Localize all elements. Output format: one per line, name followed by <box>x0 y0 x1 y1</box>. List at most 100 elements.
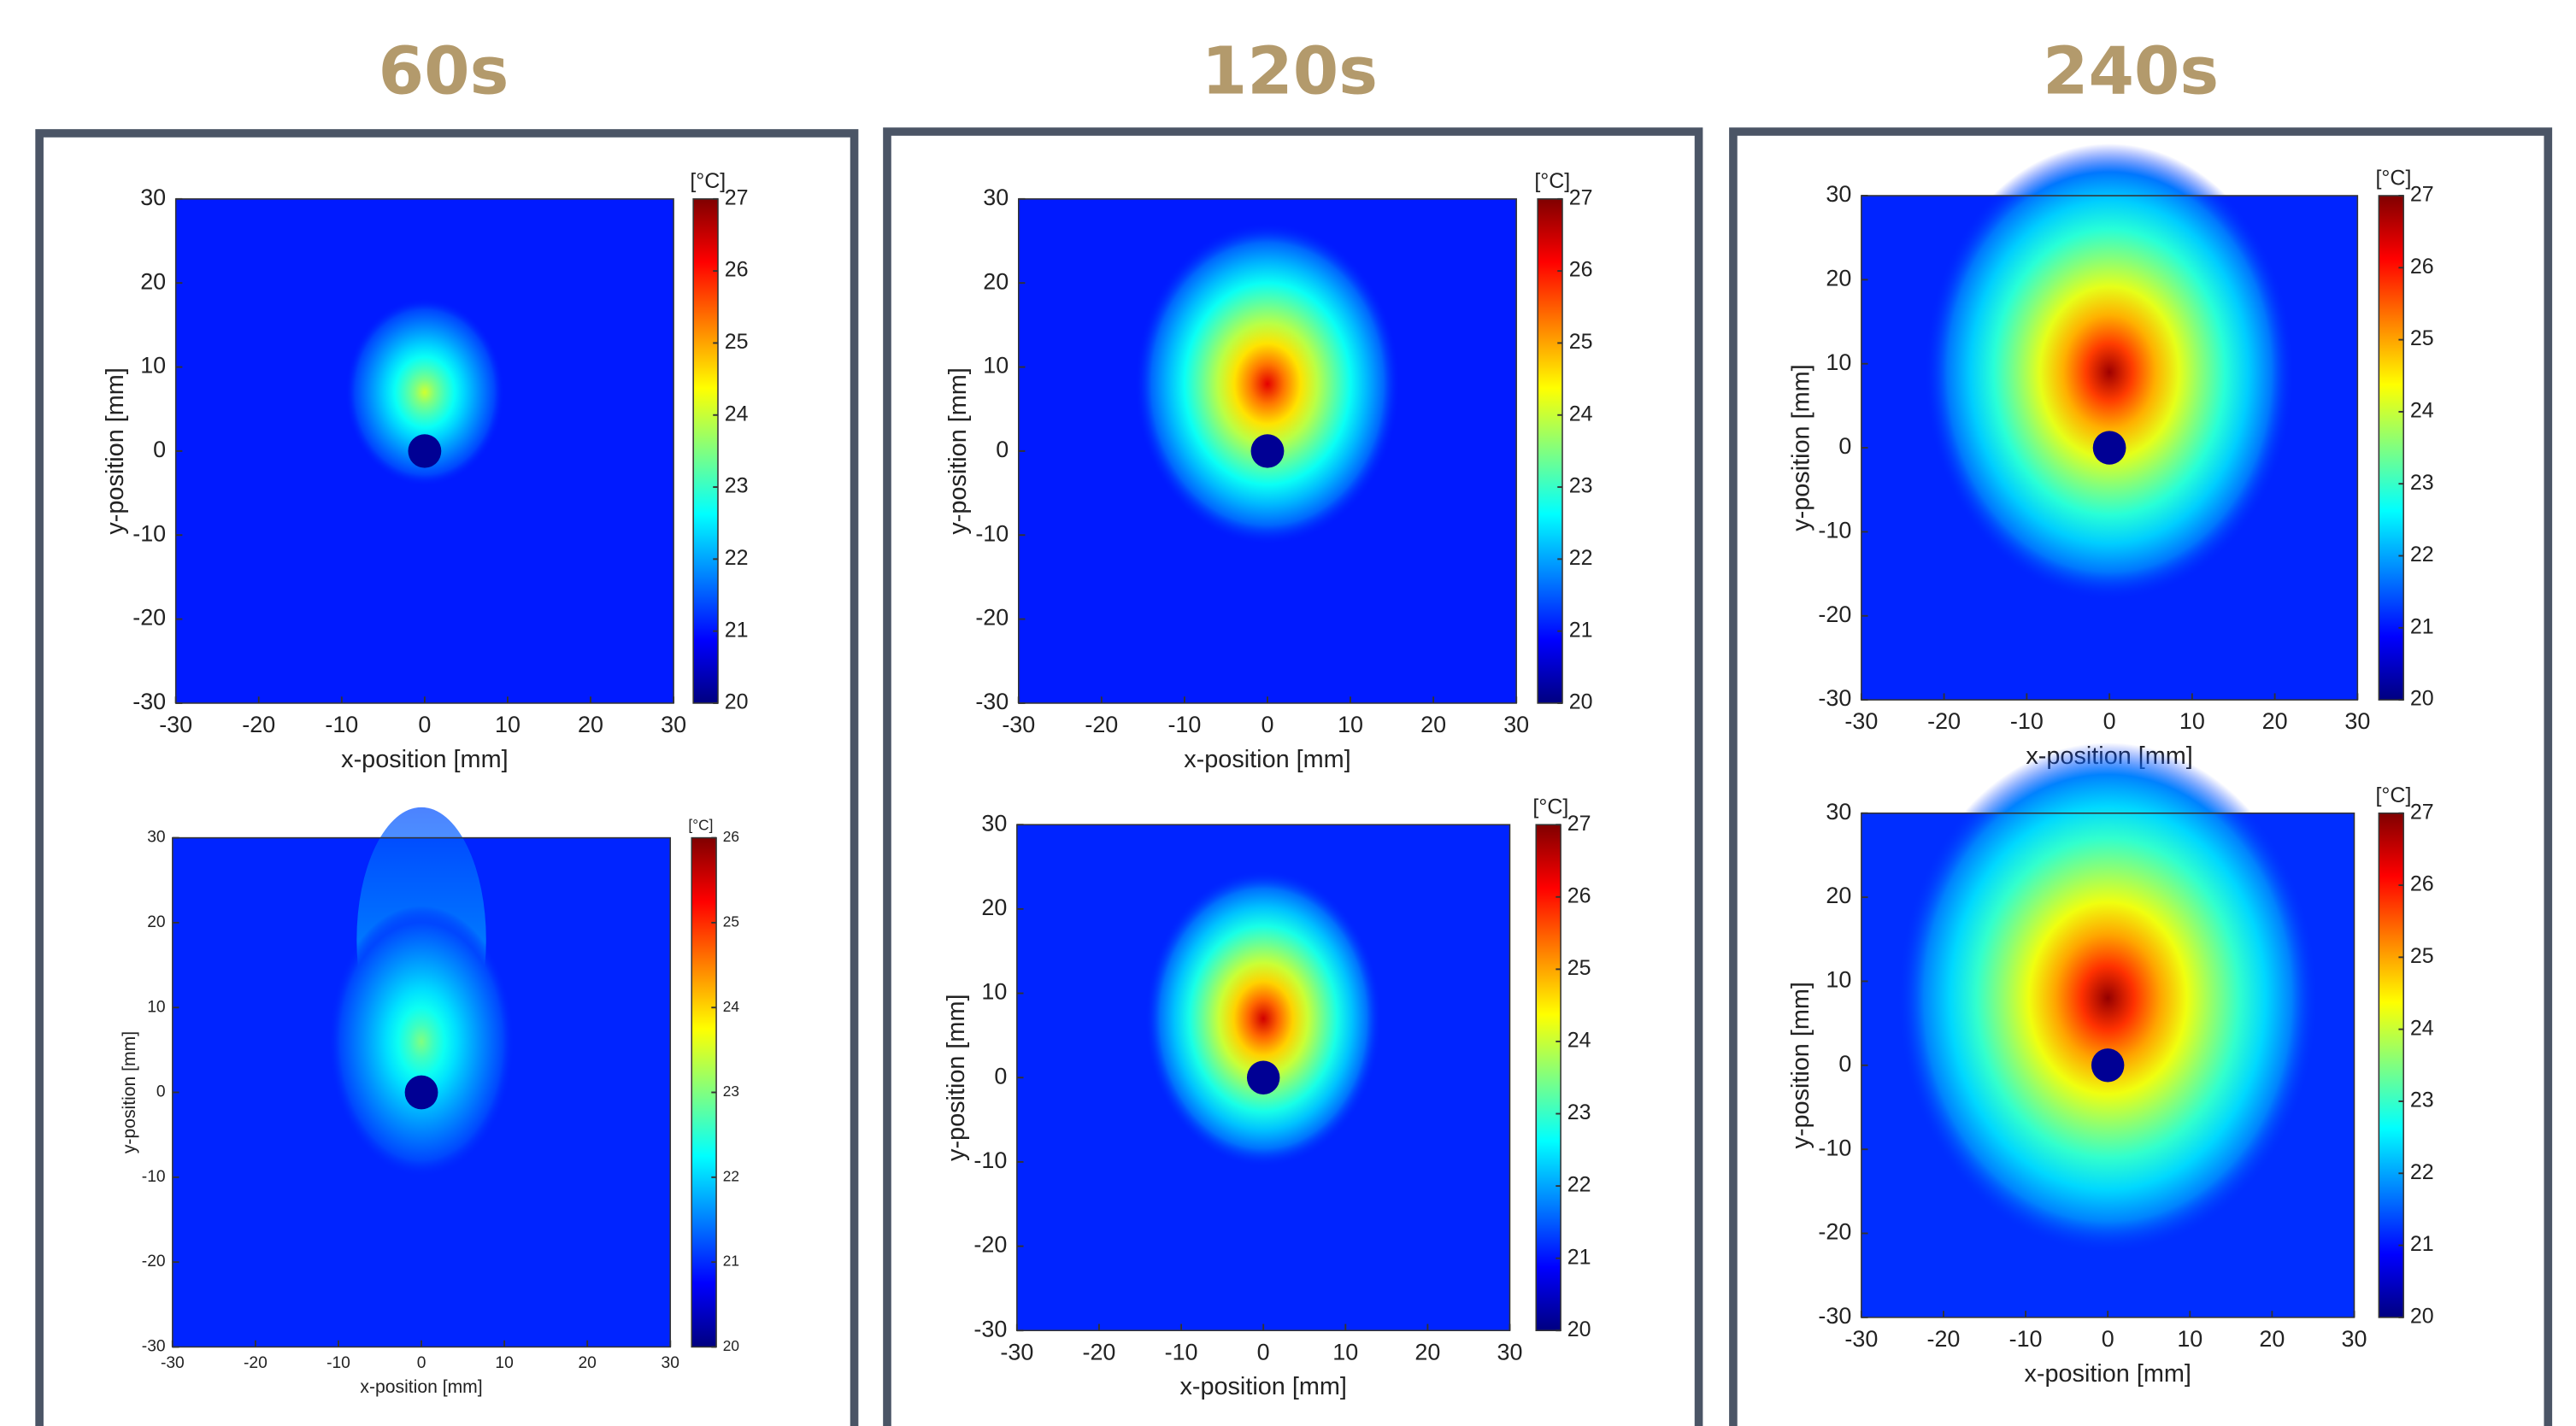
x-tick-label: 10 <box>1332 1339 1358 1364</box>
y-tick-label: 10 <box>1826 967 1851 993</box>
y-axis-label: y-position [mm] <box>944 367 972 534</box>
y-tick-label: 0 <box>153 437 166 462</box>
colorbar-label: [°C] <box>2375 166 2411 190</box>
x-tick-label: -30 <box>1844 1326 1878 1352</box>
panel-title: 240s <box>2043 34 2219 110</box>
colorbar-tick-label: 20 <box>2410 687 2434 711</box>
colorbar-tick-label: 21 <box>1569 618 1593 642</box>
x-tick-label: 10 <box>495 1354 513 1372</box>
panel-title: 60s <box>379 34 509 110</box>
colorbar <box>1537 198 1563 704</box>
cold-spot <box>2091 1048 2125 1083</box>
colorbar-tick-label: 21 <box>723 1253 739 1270</box>
colorbar-tick-label: 25 <box>1569 330 1593 354</box>
y-tick-label: 20 <box>140 268 166 294</box>
cold-spot <box>1246 1060 1280 1094</box>
y-tick-label: 20 <box>981 895 1007 920</box>
colorbar-tick-label: 25 <box>1567 956 1591 980</box>
y-tick-label: -10 <box>132 520 166 546</box>
y-axis-label: y-position [mm] <box>1787 364 1814 531</box>
colorbar-tick-label: 21 <box>1567 1245 1591 1269</box>
cold-spot <box>408 434 442 468</box>
x-tick-label: -30 <box>161 1354 185 1372</box>
y-tick-label: 0 <box>156 1083 166 1101</box>
colorbar-tick-label: 21 <box>2410 1232 2434 1256</box>
x-tick-label: 0 <box>417 1354 426 1372</box>
colorbar-tick-label: 22 <box>2410 1160 2434 1184</box>
panel-frame <box>883 127 1703 1426</box>
y-tick-label: 30 <box>147 829 165 847</box>
y-tick-label: 0 <box>1838 433 1851 459</box>
y-tick-label: -30 <box>973 1316 1007 1341</box>
panel-frame <box>35 129 859 1426</box>
x-tick-label: -20 <box>1927 708 1961 734</box>
colorbar-tick-label: 27 <box>725 185 749 209</box>
colorbar-label: [°C] <box>688 816 713 833</box>
x-tick-label: 20 <box>578 1354 596 1372</box>
x-tick-label: -20 <box>242 712 275 737</box>
colorbar-tick-label: 23 <box>2410 1089 2434 1112</box>
colorbar-tick-label: 23 <box>1567 1100 1591 1124</box>
colorbar-tick-label: 25 <box>2410 944 2434 968</box>
colorbar-tick-label: 25 <box>2410 326 2434 350</box>
x-tick-label: -30 <box>1002 712 1035 737</box>
cold-spot <box>2092 431 2126 465</box>
y-tick-label: -10 <box>1818 518 1851 543</box>
colorbar-label: [°C] <box>690 169 726 193</box>
colorbar-tick-label: 23 <box>1569 474 1593 498</box>
x-tick-label: -20 <box>1083 1339 1116 1364</box>
colorbar-tick-label: 22 <box>1567 1173 1591 1197</box>
x-tick-label: -10 <box>1167 712 1201 737</box>
heat-spot <box>1897 742 2319 1254</box>
colorbar-tick-label: 27 <box>2410 800 2434 824</box>
x-axis-label: x-position [mm] <box>2024 1360 2191 1388</box>
x-tick-label: 10 <box>2177 1326 2203 1352</box>
y-tick-label: 0 <box>996 437 1009 462</box>
colorbar-tick-label: 23 <box>725 474 749 498</box>
x-tick-label: 30 <box>1503 712 1529 737</box>
x-tick-label: 30 <box>2344 708 2370 734</box>
colorbar-tick-label: 20 <box>725 690 749 714</box>
colorbar-label: [°C] <box>1534 169 1570 193</box>
x-tick-label: 30 <box>1497 1339 1523 1364</box>
x-tick-label: 30 <box>661 712 686 737</box>
colorbar-tick-label: 22 <box>1569 546 1593 570</box>
y-tick-label: 30 <box>1826 799 1851 824</box>
x-tick-label: -10 <box>1165 1339 1198 1364</box>
heat-spot <box>344 297 505 487</box>
y-tick-label: -20 <box>973 1232 1007 1258</box>
panel-title: 120s <box>1202 34 1378 110</box>
colorbar-tick-label: 27 <box>1569 185 1593 209</box>
y-tick-label: 30 <box>981 810 1007 836</box>
y-tick-label: 10 <box>981 979 1007 1005</box>
heat-spot <box>1134 222 1401 546</box>
y-axis-label: y-position [mm] <box>120 1031 139 1153</box>
x-tick-label: -10 <box>2009 1326 2043 1352</box>
colorbar-tick-label: 22 <box>723 1167 739 1184</box>
colorbar-tick-label: 26 <box>723 828 739 845</box>
x-tick-label: -20 <box>244 1354 268 1372</box>
y-tick-label: 10 <box>1826 349 1851 375</box>
y-tick-label: -10 <box>1818 1135 1851 1160</box>
x-tick-label: -20 <box>1085 712 1118 737</box>
colorbar-tick-label: 27 <box>2410 183 2434 207</box>
y-tick-label: -10 <box>973 1147 1007 1173</box>
colorbar-tick-label: 26 <box>725 258 749 282</box>
colorbar-tick-label: 26 <box>1569 258 1593 282</box>
y-tick-label: 0 <box>994 1063 1007 1089</box>
y-tick-label: 10 <box>983 353 1009 379</box>
y-tick-label: 30 <box>1826 181 1851 207</box>
heat-spot <box>328 906 515 1177</box>
x-tick-label: -30 <box>159 712 192 737</box>
colorbar-tick-label: 23 <box>723 1083 739 1100</box>
heat-spot <box>1924 144 2295 602</box>
colorbar-tick-label: 20 <box>723 1337 739 1354</box>
colorbar-tick-label: 20 <box>2410 1304 2434 1328</box>
colorbar <box>2378 195 2404 701</box>
y-tick-label: -30 <box>142 1338 166 1356</box>
y-tick-label: -20 <box>1818 1219 1851 1245</box>
colorbar <box>692 198 719 704</box>
colorbar-tick-label: 24 <box>2410 1016 2434 1040</box>
x-axis-label: x-position [mm] <box>1179 1373 1346 1400</box>
